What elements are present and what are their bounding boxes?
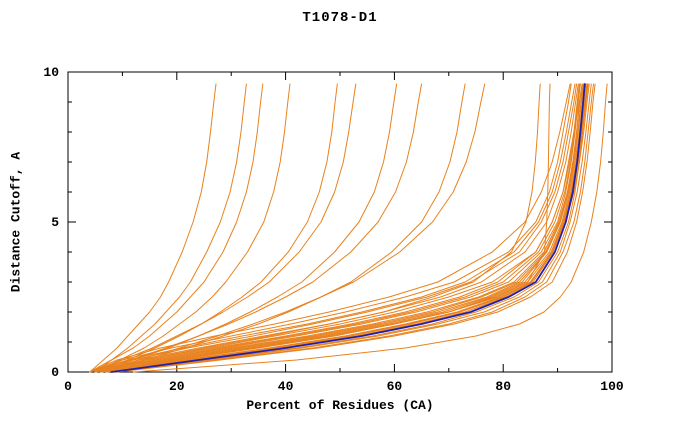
model-curve bbox=[94, 83, 247, 373]
model-curve bbox=[100, 83, 338, 373]
model-curve bbox=[105, 83, 466, 373]
y-tick-label: 0 bbox=[51, 365, 59, 380]
y-tick-label: 5 bbox=[51, 215, 59, 230]
model-curve bbox=[89, 83, 576, 373]
model-curve bbox=[94, 83, 581, 373]
model-curve bbox=[100, 83, 398, 373]
x-tick-label: 80 bbox=[495, 379, 511, 394]
x-tick-label: 0 bbox=[64, 379, 72, 394]
model-curve bbox=[100, 83, 584, 373]
model-curve bbox=[94, 83, 581, 373]
model-curve bbox=[94, 83, 579, 373]
model-curve bbox=[116, 83, 596, 373]
model-curve bbox=[94, 83, 583, 373]
model-curve bbox=[100, 83, 585, 373]
model-curve bbox=[94, 83, 580, 373]
model-curve bbox=[111, 83, 594, 373]
chart-title: T1078-D1 bbox=[302, 10, 378, 26]
x-tick-label: 20 bbox=[169, 379, 185, 394]
model-curve bbox=[100, 83, 486, 373]
model-curve bbox=[100, 83, 551, 373]
model-curve bbox=[132, 83, 608, 373]
model-curve bbox=[94, 83, 541, 373]
highlight-curve bbox=[110, 83, 586, 373]
model-curve bbox=[111, 83, 592, 373]
model-curve bbox=[94, 83, 357, 373]
x-tick-label: 60 bbox=[387, 379, 403, 394]
model-curve bbox=[100, 83, 586, 373]
x-axis-label: Percent of Residues (CA) bbox=[246, 398, 434, 413]
model-curve bbox=[94, 83, 423, 373]
model-curve bbox=[94, 83, 291, 373]
model-curve bbox=[89, 83, 264, 373]
x-tick-label: 40 bbox=[278, 379, 294, 394]
model-curve bbox=[94, 83, 583, 373]
model-curve bbox=[89, 83, 578, 373]
model-curve bbox=[89, 83, 217, 373]
y-tick-label: 10 bbox=[43, 65, 59, 80]
model-curve bbox=[111, 83, 589, 373]
x-tick-label: 100 bbox=[600, 379, 624, 394]
